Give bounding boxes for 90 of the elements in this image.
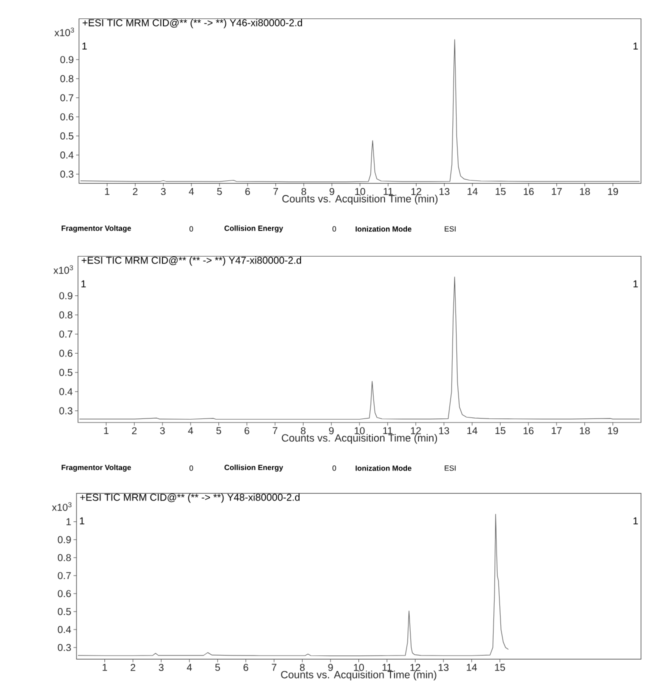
y-tick-label: 0.7	[60, 94, 74, 102]
x-tick-label: 2	[130, 664, 136, 671]
x-tick-label: 9	[330, 188, 334, 196]
x-tick-label: 10	[355, 188, 366, 196]
x-tick-label: 16	[524, 188, 534, 196]
x-tick-label: 1	[105, 188, 110, 195]
y-tick-label: 0.4	[58, 626, 72, 634]
x-axis-title: Counts vs. Acquisition Time (min)	[282, 194, 438, 205]
x-axis-title: Counts vs. Acquisition Time (min)	[282, 434, 438, 444]
x-tick-label: 13	[440, 188, 450, 196]
x-axis-title: Counts vs. Acquisition Time (min)	[281, 670, 436, 680]
x-tick-label: 9	[329, 427, 334, 434]
x-tick-label: 8	[301, 188, 306, 196]
x-tick-label: 19	[608, 188, 618, 196]
x-tick-label: 14	[467, 427, 478, 434]
x-tick-label: 1	[102, 664, 108, 671]
x-tick-label: 3	[158, 664, 164, 671]
annotation: 1	[634, 42, 638, 50]
y-tick-label: 0.6	[58, 590, 71, 598]
chart-title: +ESI TIC MRM CID@** (** -> **) Y47-xi80000-2.d	[82, 256, 302, 266]
x-tick-label: 4	[186, 664, 192, 671]
y-tick-label: 0.3	[58, 644, 71, 652]
x-tick-label: 15	[495, 664, 506, 671]
x-tick-label: 8	[300, 664, 305, 671]
y-tick-label: 0.4	[59, 388, 73, 396]
annotation: 1	[81, 280, 86, 288]
x-tick-label: 14	[468, 188, 478, 195]
x-tick-label: 15	[496, 188, 506, 195]
annotation: 1	[82, 42, 87, 50]
x-tick-label: 12	[411, 427, 421, 434]
x-tick-label: 11	[382, 664, 392, 671]
x-tick-label: 18	[580, 427, 590, 434]
x-tick-label: 1	[104, 427, 108, 434]
annotation: 1	[634, 517, 638, 524]
x-tick-label: 9	[328, 664, 333, 671]
chart-title: +ESI TIC MRM CID@** (** -> **) Y46-xi80000-2.d	[82, 18, 302, 28]
y-tick-label: 0.9	[58, 536, 71, 544]
y-tick-label: 1	[66, 518, 71, 526]
x-tick-label: 8	[300, 427, 306, 434]
y-tick-label: 0.9	[60, 56, 74, 64]
y-axis-title: x10$^{3}$	[54, 28, 74, 36]
y-tick-label: 0.4	[60, 152, 74, 159]
x-tick-label: 6	[245, 188, 250, 196]
y-tick-label: 0.7	[59, 330, 72, 338]
x-tick-label: 7	[272, 664, 276, 671]
x-tick-label: 10	[354, 427, 365, 434]
x-tick-label: 14	[466, 664, 477, 671]
y-tick-label: 0.9	[59, 292, 72, 300]
y-tick-label: 0.3	[60, 170, 74, 178]
x-tick-label: 4	[188, 188, 194, 195]
x-tick-label: 17	[552, 427, 562, 434]
x-tick-label: 11	[383, 427, 392, 434]
y-tick-label: 0.3	[59, 407, 72, 414]
y-axis-title: x10$^{3}$	[52, 502, 72, 511]
x-tick-label: 17	[552, 188, 562, 195]
x-tick-label: 5	[217, 188, 222, 195]
x-tick-label: 19	[608, 427, 618, 434]
x-tick-label: 3	[160, 188, 166, 196]
y-tick-label: 0.8	[59, 311, 72, 318]
x-tick-label: 13	[438, 664, 449, 671]
chart-title: +ESI TIC MRM CID@** (** -> **) Y48-xi80000-2.d	[80, 494, 300, 503]
x-tick-label: 10	[354, 664, 364, 671]
x-tick-label: 5	[216, 427, 222, 434]
y-tick-label: 0.8	[58, 554, 71, 562]
y-tick-label: 0.5	[60, 132, 74, 140]
x-tick-label: 7	[273, 188, 278, 195]
x-tick-label: 4	[188, 427, 194, 434]
y-tick-label: 0.8	[60, 75, 74, 82]
x-tick-label: 2	[132, 188, 138, 195]
x-tick-label: 6	[244, 427, 250, 434]
x-tick-label: 5	[215, 664, 220, 671]
annotation: 1	[80, 517, 84, 524]
y-tick-label: 0.6	[60, 113, 74, 120]
x-tick-label: 12	[411, 188, 422, 195]
y-tick-label: 0.7	[58, 572, 71, 580]
x-tick-label: 3	[160, 427, 165, 434]
y-tick-label: 0.5	[59, 368, 72, 376]
x-tick-label: 18	[580, 188, 590, 196]
x-tick-label: 16	[524, 427, 534, 434]
x-tick-label: 12	[410, 664, 420, 671]
annotation: 1	[634, 280, 638, 288]
x-tick-label: 11	[384, 188, 393, 195]
x-tick-label: 2	[132, 427, 137, 434]
y-tick-label: 0.6	[59, 350, 72, 357]
y-tick-label: 0.5	[58, 608, 71, 616]
x-tick-label: 6	[244, 664, 248, 671]
x-tick-label: 15	[495, 427, 506, 434]
x-tick-label: 13	[439, 427, 450, 434]
x-tick-label: 7	[272, 427, 278, 434]
y-axis-title: x10$^{3}$	[53, 265, 73, 274]
